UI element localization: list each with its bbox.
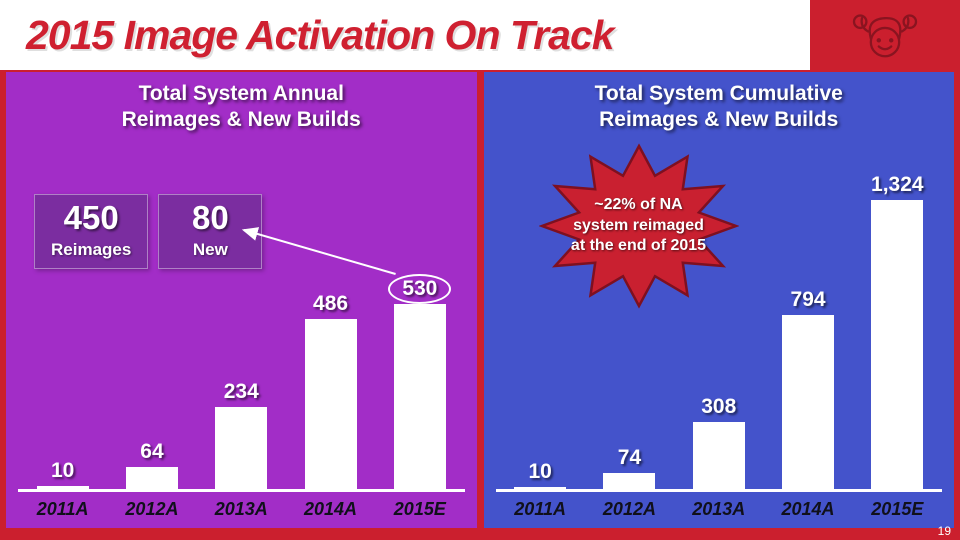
category-label: 2013A [692,499,746,519]
bar-column: 74 [585,446,674,489]
bar-value-label: 486 [313,291,349,315]
category-label: 2014A [304,499,358,519]
reimages-label: Reimages [51,240,132,259]
bar-column: 794 [763,288,852,489]
annual-bar-chart: 10 64 234 486 530 2011A 2012A 2013A 2014A 2015E [18,273,465,524]
burst-text: ~22% of NA system reimaged at the end of… [539,142,739,310]
cumulative-title-line1: Total System Cumulative [594,82,843,105]
bar-column: 530 [375,273,464,489]
category-label: 2012A [602,499,656,519]
burst-line-1: ~22% of NA [594,195,683,213]
burst-line-2: system reimaged [573,216,704,234]
logo-corner [810,0,960,70]
bar-value-label: 10 [50,458,75,482]
annual-title-line1: Total System Annual [138,82,344,105]
bar-value-label: 794 [790,288,826,312]
cumulative-bar-chart: 10 74 308 794 1,324 2011A 2012A 2013A 2014A 2015E [495,173,943,523]
burst-line-3: at the end of 2015 [570,237,707,255]
cumulative-chart-panel: Total System Cumulative Reimages & New B… [483,72,955,528]
starburst-icon [538,143,739,309]
annual-chart-title: Total System Annual Reimages & New Build… [6,72,477,132]
x-axis-line [18,489,465,492]
bar-value-label-circled: 530 [388,273,452,304]
category-axis: 2011A 2012A 2013A 2014A 2015E [496,492,943,523]
category-label: 2011A [514,499,566,519]
category-label: 2013A [214,499,268,519]
bar-2012A [125,466,178,489]
bar-2014A [304,318,357,489]
bar-2013A [215,407,268,489]
page-number: 19 [937,524,951,538]
cumulative-title-line2: Reimages & New Builds [599,107,839,131]
bar-column: 10 [496,460,585,489]
category-label: 2014A [781,499,835,519]
bar-column: 10 [18,458,107,489]
annual-title-line2: Reimages & New Builds [121,107,361,131]
bar-2012A [603,472,656,489]
bar-2011A [36,485,89,489]
bar-2011A [514,486,567,489]
category-label: 2015E [393,499,446,519]
bar-2015E [393,303,446,489]
chart-panels: Total System Annual Reimages & New Build… [6,72,954,528]
reimages-value: 450 [63,199,119,236]
reimage-percent-burst: ~22% of NA system reimaged at the end of… [538,142,739,310]
bar-value-label: 64 [140,439,164,463]
bar-column: 234 [197,380,286,489]
title-banner: 2015 Image Activation On Track [0,0,960,70]
bar-column: 1,324 [853,173,942,489]
category-label: 2015E [871,499,924,519]
bar-column: 64 [107,440,196,489]
reimages-new-callout: 450 Reimages 80 New [34,194,263,269]
bar-value-label: 234 [223,380,259,404]
bar-column: 486 [286,292,375,489]
category-label: 2012A [125,499,179,519]
new-builds-callout-box: 80 New [158,194,263,269]
x-axis-line [495,489,942,492]
wendys-logo-icon [852,14,918,58]
bar-column: 308 [674,395,763,489]
new-builds-value: 80 [191,199,229,236]
new-builds-label: New [192,240,228,259]
annual-chart-panel: Total System Annual Reimages & New Build… [6,72,477,528]
cumulative-chart-title: Total System Cumulative Reimages & New B… [484,72,955,132]
bar-2014A [782,315,835,489]
bar-value-label: 74 [617,445,642,469]
slide-title: 2015 Image Activation On Track [26,11,615,58]
category-label: 2011A [36,499,89,519]
bar-2015E [871,199,924,489]
bar-value-label: 1,324 [871,172,924,196]
reimages-callout-box: 450 Reimages [34,194,149,269]
category-axis: 2011A 2012A 2013A 2014A 2015E [18,492,465,523]
bar-2013A [692,421,745,489]
bar-value-label: 10 [528,459,552,483]
bar-value-label: 308 [701,394,737,418]
